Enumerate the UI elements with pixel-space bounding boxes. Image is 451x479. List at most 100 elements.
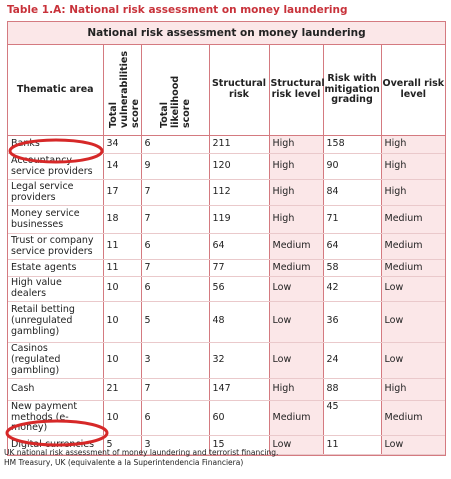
footer: UK national risk assessment of money lau… (4, 448, 278, 468)
cell: 147 (208, 378, 269, 401)
column-header: Risk with mitigation grading (322, 44, 381, 136)
cell: 11 (102, 259, 141, 277)
column-header-text: Total likelihood score (159, 75, 192, 129)
cell: 9 (140, 153, 209, 180)
cell: 11 (102, 233, 141, 260)
cell: 7 (140, 179, 209, 206)
cell: 71 (322, 205, 381, 234)
row-label: Estate agents (8, 259, 103, 277)
row-label: Trust or company service providers (8, 233, 103, 260)
table-row: Money service businesses 18 7 119 High 71 Medi… (8, 205, 446, 234)
cell: Low (268, 342, 323, 379)
row-label: High value dealers (8, 276, 103, 302)
cell: Low (380, 276, 446, 302)
row-label: Accountancy service providers (8, 153, 103, 180)
row-label: Casinos (regulated gambling) (8, 342, 103, 379)
cell: 6 (140, 233, 209, 260)
column-header-text: Total vulnerabilities score (108, 51, 141, 129)
cell: 6 (140, 276, 209, 302)
cell: 119 (208, 205, 269, 234)
column-header: Structural risk level (268, 44, 325, 136)
footer-line: HM Treasury, UK (equivalente a la Superi… (4, 457, 244, 467)
cell: 3 (140, 342, 209, 379)
cell: Low (268, 435, 323, 456)
cell: 11 (322, 435, 381, 456)
table-caption: National risk assessment on money launde… (8, 22, 446, 45)
table-row: Cash 21 7 147 High 88 High (8, 378, 446, 401)
cell: 112 (208, 179, 269, 206)
cell: 56 (208, 276, 269, 302)
cell: 24 (322, 342, 381, 379)
cell: 14 (102, 153, 141, 180)
cell: 211 (208, 135, 269, 154)
cell: Low (380, 342, 446, 379)
cell: 158 (322, 135, 381, 154)
cell: 32 (208, 342, 269, 379)
cell: Medium (380, 233, 446, 260)
column-header: Total likelihood score (140, 44, 209, 136)
cell: Medium (268, 400, 323, 437)
cell: 58 (322, 259, 381, 277)
table-box: National risk assessment on money launde… (7, 21, 446, 457)
row-label: New payment methods (e-money) (8, 400, 103, 437)
row-label: Money service businesses (8, 205, 103, 234)
cell: 88 (322, 378, 381, 401)
cell: High (380, 135, 446, 154)
table-body: Banks 34 6 211 High 158 High Accountancy servic… (8, 135, 446, 456)
cell: 17 (102, 179, 141, 206)
cell: Low (268, 301, 323, 343)
cell: 45 (322, 400, 381, 437)
table-row: Trust or company service providers 11 6 64 M… (8, 233, 446, 260)
cell: Low (380, 301, 446, 343)
cell: High (380, 153, 446, 180)
cell: Medium (268, 233, 323, 260)
table-row: Retail betting (unregulated gambling) 10 5… (8, 301, 446, 343)
table-row: Casinos (regulated gambling) 10 3 32 Low 24 Lo… (8, 342, 446, 379)
cell: Medium (268, 259, 323, 277)
row-label: Banks (8, 135, 103, 154)
table: National risk assessment on money launde… (8, 22, 446, 456)
table-row: New payment methods (e-money) 10 6 60 Medium… (8, 400, 446, 437)
column-header: Structural risk (208, 44, 269, 136)
cell: 3 (140, 435, 209, 456)
cell: 10 (102, 276, 141, 302)
table-row: Estate agents 11 7 77 Medium 58 Medium (8, 259, 446, 277)
cell: Medium (380, 205, 446, 234)
cell: High (268, 135, 323, 154)
cell: 15 (208, 435, 269, 456)
cell: 6 (140, 135, 209, 154)
footer-line: UK national risk assessment of money lau… (4, 448, 279, 457)
row-label: Legal service providers (8, 179, 103, 206)
cell: High (380, 378, 446, 401)
cell: High (268, 205, 323, 234)
cell: 48 (208, 301, 269, 343)
cell: 21 (102, 378, 141, 401)
table-row: Banks 34 6 211 High 158 High (8, 135, 446, 154)
column-header: Overall risk level (380, 44, 446, 136)
cell: 64 (208, 233, 269, 260)
cell: 84 (322, 179, 381, 206)
cell: Low (268, 276, 323, 302)
cell: 6 (140, 400, 209, 437)
cell: High (268, 153, 323, 180)
cell: 7 (140, 205, 209, 234)
cell: 34 (102, 135, 141, 154)
cell: 77 (208, 259, 269, 277)
cell: 42 (322, 276, 381, 302)
column-header: Total vulnerabilities score (102, 44, 141, 136)
cell: 120 (208, 153, 269, 180)
cell: High (268, 179, 323, 206)
table-row: Accountancy service providers 14 9 120 High 9… (8, 153, 446, 180)
cell: 10 (102, 400, 141, 437)
cell: 7 (140, 259, 209, 277)
cell: Medium (380, 400, 446, 437)
cell: Medium (380, 259, 446, 277)
table-row: High value dealers 10 6 56 Low 42 Low (8, 276, 446, 302)
cell: High (268, 378, 323, 401)
table-title: Table 1.A: National risk assessment on m… (7, 4, 348, 16)
cell: 18 (102, 205, 141, 234)
row-label: Retail betting (unregulated gambling) (8, 301, 103, 343)
column-header: Thematic area (8, 44, 103, 136)
cell: 64 (322, 233, 381, 260)
